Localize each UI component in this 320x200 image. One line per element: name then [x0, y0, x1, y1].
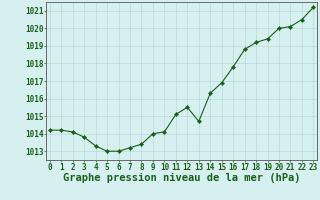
X-axis label: Graphe pression niveau de la mer (hPa): Graphe pression niveau de la mer (hPa): [63, 173, 300, 183]
